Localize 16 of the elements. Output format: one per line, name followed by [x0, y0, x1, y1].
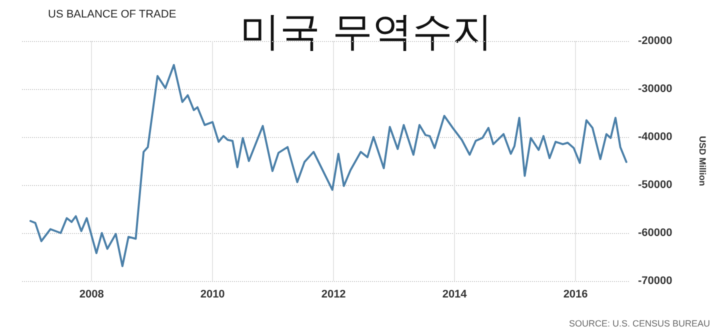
y-tick-label: -60000 — [638, 227, 672, 239]
x-tick-label: 2012 — [321, 288, 346, 300]
x-tick-label: 2016 — [563, 288, 588, 300]
chart-title: US BALANCE OF TRADE — [48, 8, 176, 20]
y-tick-label: -30000 — [638, 83, 672, 95]
source-note: SOURCE: U.S. CENSUS BUREAU — [568, 318, 710, 328]
x-tick-label: 2008 — [79, 288, 104, 300]
y-tick-label: -70000 — [638, 275, 672, 287]
x-tick-label: 2010 — [200, 288, 225, 300]
chart-subtitle: 미국 무역수지 — [240, 9, 493, 55]
y-axis-title: USD Million — [698, 136, 708, 186]
x-tick-label: 2014 — [442, 288, 468, 300]
y-tick-label: -20000 — [638, 35, 672, 47]
line-series — [29, 64, 628, 268]
y-tick-label: -50000 — [638, 179, 672, 191]
y-tick-label: -40000 — [638, 131, 672, 143]
